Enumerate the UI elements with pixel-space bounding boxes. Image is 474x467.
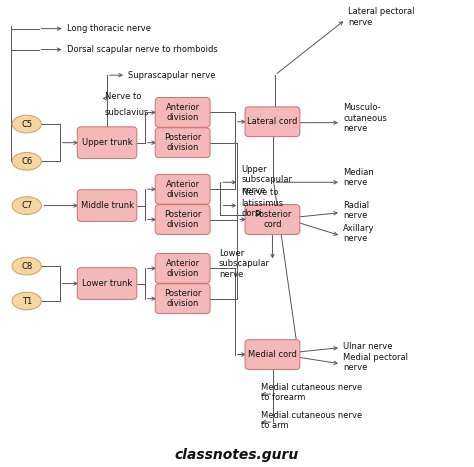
Text: C5: C5	[21, 120, 32, 128]
Text: Posterior
cord: Posterior cord	[254, 210, 291, 229]
FancyBboxPatch shape	[155, 174, 210, 204]
Text: Dorsal scapular nerve to rhomboids: Dorsal scapular nerve to rhomboids	[67, 45, 218, 54]
FancyBboxPatch shape	[77, 127, 137, 158]
FancyBboxPatch shape	[155, 284, 210, 313]
Text: Lateral pectoral
nerve: Lateral pectoral nerve	[348, 7, 415, 27]
Text: T1: T1	[21, 297, 32, 305]
Ellipse shape	[12, 257, 41, 275]
Text: Lower trunk: Lower trunk	[82, 279, 132, 288]
Text: Axillary
nerve: Axillary nerve	[343, 224, 375, 243]
Text: Medial cutaneous nerve
to forearm: Medial cutaneous nerve to forearm	[261, 383, 362, 403]
Text: Long thoracic nerve: Long thoracic nerve	[67, 24, 151, 33]
Text: Suprascapular nerve: Suprascapular nerve	[128, 71, 216, 80]
Text: Posterior
division: Posterior division	[164, 289, 201, 308]
Text: Anterior
division: Anterior division	[165, 180, 200, 199]
FancyBboxPatch shape	[245, 107, 300, 137]
Ellipse shape	[12, 153, 41, 170]
Text: Anterior
division: Anterior division	[165, 259, 200, 278]
Text: Nerve to: Nerve to	[105, 92, 141, 101]
Text: Lateral cord: Lateral cord	[247, 117, 298, 126]
Text: subclavius: subclavius	[105, 108, 149, 117]
Text: Radial
nerve: Radial nerve	[343, 200, 369, 220]
Ellipse shape	[12, 115, 41, 133]
Text: Upper trunk: Upper trunk	[82, 138, 132, 147]
Text: Medial cutaneous nerve
to arm: Medial cutaneous nerve to arm	[261, 411, 362, 431]
FancyBboxPatch shape	[155, 128, 210, 157]
Text: Lower
subscapular
nerve: Lower subscapular nerve	[219, 249, 270, 279]
FancyBboxPatch shape	[77, 190, 137, 221]
Text: Nerve to
latissimus
dorsi: Nerve to latissimus dorsi	[242, 188, 284, 218]
Text: Musculo-
cutaneous
nerve: Musculo- cutaneous nerve	[343, 103, 387, 133]
FancyBboxPatch shape	[155, 98, 210, 127]
Text: Posterior
division: Posterior division	[164, 133, 201, 152]
Text: Medial pectoral
nerve: Medial pectoral nerve	[343, 353, 408, 372]
Ellipse shape	[12, 197, 41, 214]
Text: Medial cord: Medial cord	[248, 350, 297, 359]
Text: Upper
subscapular
nerve: Upper subscapular nerve	[242, 165, 293, 195]
FancyBboxPatch shape	[245, 340, 300, 369]
FancyBboxPatch shape	[245, 205, 300, 234]
Text: Anterior
division: Anterior division	[165, 103, 200, 122]
FancyBboxPatch shape	[155, 205, 210, 234]
Text: Posterior
division: Posterior division	[164, 210, 201, 229]
Text: C6: C6	[21, 157, 32, 166]
Text: Middle trunk: Middle trunk	[81, 201, 134, 210]
FancyBboxPatch shape	[77, 268, 137, 299]
Text: C7: C7	[21, 201, 32, 210]
Ellipse shape	[12, 292, 41, 310]
Text: classnotes.guru: classnotes.guru	[175, 448, 299, 462]
FancyBboxPatch shape	[155, 254, 210, 283]
Text: C8: C8	[21, 262, 32, 270]
Text: Ulnar nerve: Ulnar nerve	[343, 342, 393, 351]
Text: Median
nerve: Median nerve	[343, 168, 374, 187]
